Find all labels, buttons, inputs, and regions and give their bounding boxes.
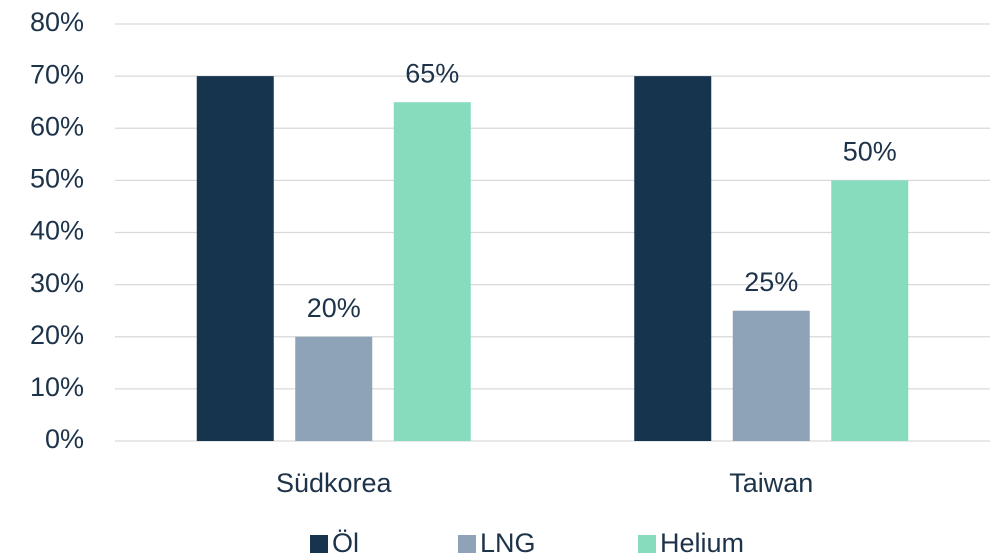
y-tick-label: 80% — [30, 7, 84, 37]
bar — [295, 336, 373, 441]
y-tick-label: 70% — [30, 59, 84, 89]
y-tick-label: 40% — [30, 216, 84, 246]
legend-label: Helium — [660, 528, 744, 558]
data-label: 50% — [843, 137, 897, 167]
legend-swatch — [458, 535, 476, 553]
bar — [634, 76, 712, 441]
y-tick-label: 0% — [45, 424, 84, 454]
y-tick-label: 30% — [30, 268, 84, 298]
legend-label: LNG — [480, 528, 536, 558]
x-tick-label: Südkorea — [276, 468, 393, 498]
legend-swatch — [310, 535, 328, 553]
legend-swatch — [638, 535, 656, 553]
x-tick-label: Taiwan — [729, 468, 813, 498]
y-tick-label: 60% — [30, 111, 84, 141]
y-tick-label: 20% — [30, 320, 84, 350]
bar — [196, 76, 274, 441]
bar — [831, 180, 909, 441]
bar — [393, 102, 471, 441]
legend-label: Öl — [332, 528, 359, 558]
data-label: 65% — [405, 58, 459, 88]
y-tick-label: 10% — [30, 372, 84, 402]
data-label: 25% — [744, 267, 798, 297]
bar — [732, 310, 810, 441]
data-label: 20% — [307, 293, 361, 323]
y-tick-label: 50% — [30, 164, 84, 194]
